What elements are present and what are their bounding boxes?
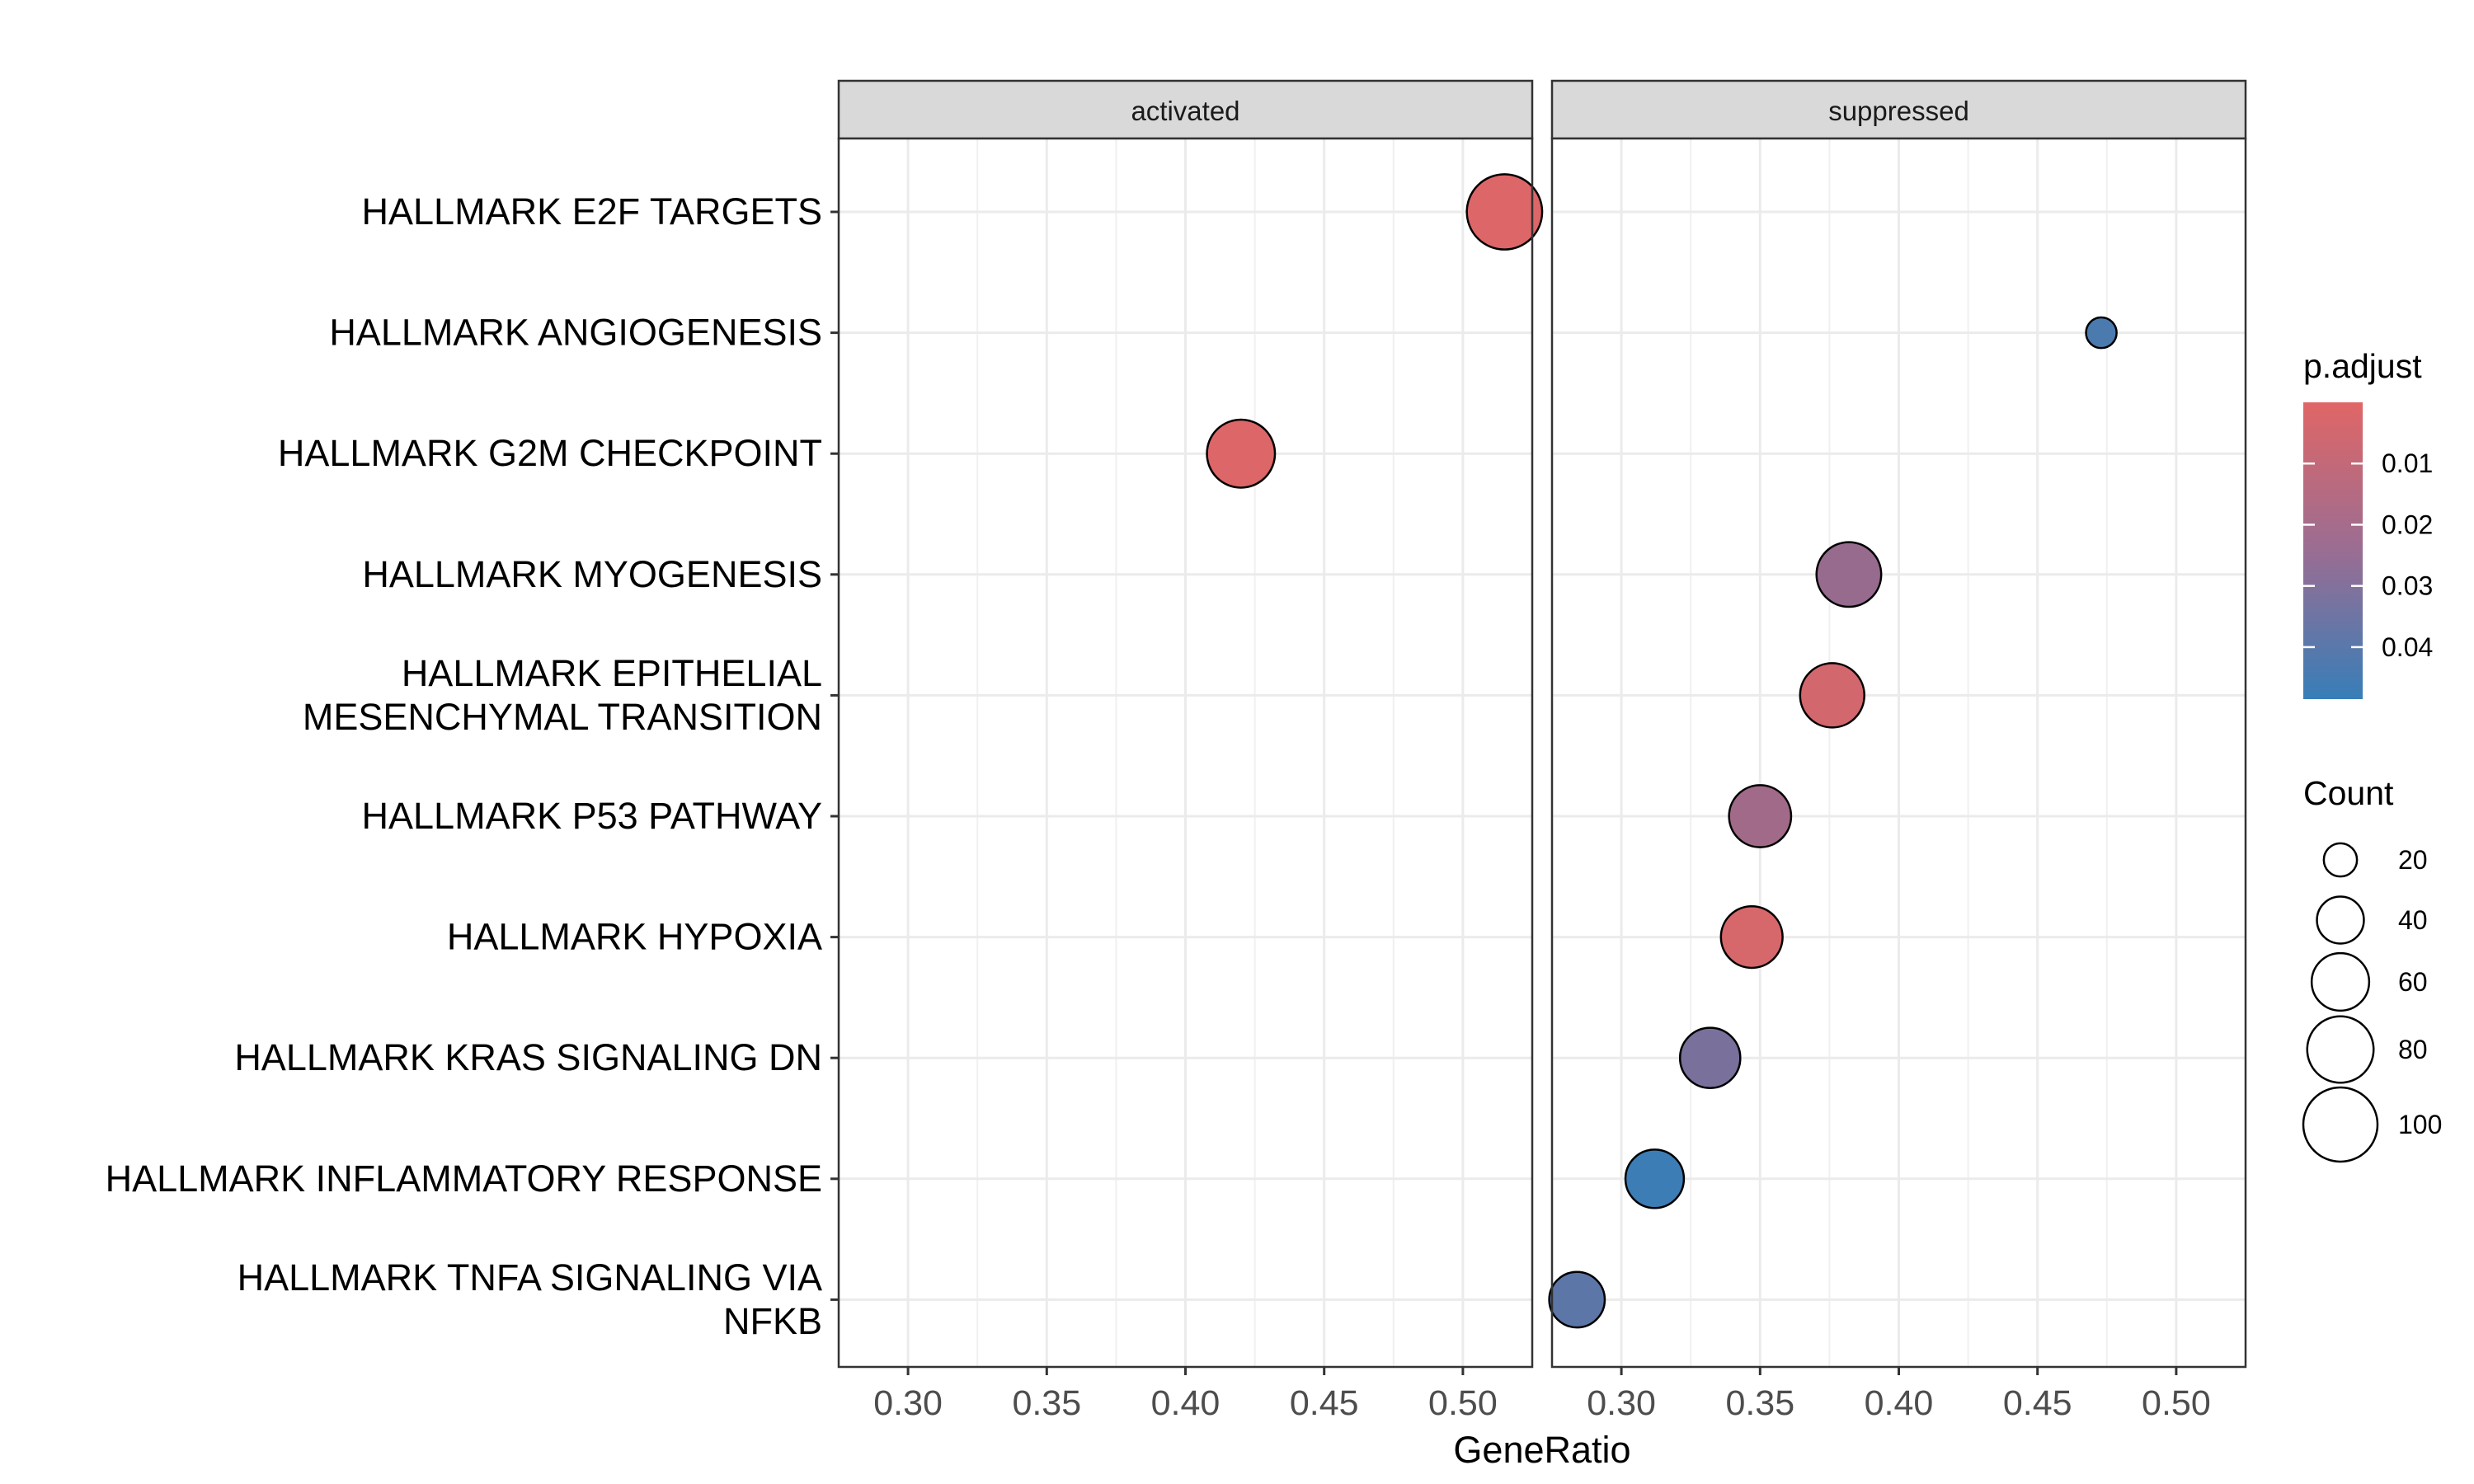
data-point: [1206, 418, 1277, 489]
category-label: HALLMARK KRAS SIGNALING DN: [234, 1036, 822, 1078]
data-point: [1799, 662, 1865, 729]
data-point: [1815, 541, 1883, 608]
category-label: NFKB: [723, 1300, 822, 1342]
y-axis: HALLMARK E2F TARGETS HALLMARK ANGIOGENESI…: [106, 190, 839, 1342]
size-legend-circle: [2306, 1015, 2375, 1084]
size-legend-items: 20 40 60 80 100: [2302, 842, 2442, 1163]
color-legend: p.adjust 0.01 0.02 0.03 0.04: [2303, 347, 2433, 699]
data-point: [1624, 1148, 1686, 1209]
color-legend-bar: [2303, 402, 2363, 699]
facet-strip-label-suppressed: suppressed: [1828, 96, 1969, 126]
category-label: HALLMARK EPITHELIAL: [402, 652, 822, 694]
x-tick-label: 0.50: [1428, 1383, 1498, 1423]
color-legend-label: 0.01: [2382, 448, 2433, 478]
category-label: HALLMARK HYPOXIA: [447, 916, 822, 958]
size-legend-circle: [2302, 1086, 2379, 1163]
size-legend-label: 100: [2398, 1110, 2442, 1139]
category-label: HALLMARK TNFA SIGNALING VIA: [238, 1256, 822, 1298]
grid-lines-activated: [839, 139, 1532, 1367]
x-tick-label: 0.50: [2142, 1383, 2211, 1423]
category-label: MESENCHYMAL TRANSITION: [303, 696, 822, 738]
data-point: [1728, 784, 1793, 848]
size-legend-circle: [2316, 895, 2365, 945]
x-axis: 0.30 0.35 0.40 0.45 0.50 0.30 0.35 0.40 0.45 0.50: [873, 1367, 2211, 1423]
color-legend-label: 0.03: [2382, 571, 2433, 601]
x-tick-label: 0.40: [1865, 1383, 1934, 1423]
size-legend-label: 40: [2398, 905, 2428, 935]
category-label: HALLMARK ANGIOGENESIS: [329, 312, 822, 354]
category-label: HALLMARK MYOGENESIS: [362, 553, 822, 595]
color-legend-label: 0.02: [2382, 510, 2433, 539]
x-tick-label: 0.30: [873, 1383, 943, 1423]
color-legend-ticks: 0.01 0.02 0.03 0.04: [2303, 448, 2433, 662]
color-legend-title: p.adjust: [2303, 347, 2422, 385]
data-point: [1719, 904, 1784, 970]
size-legend-circle: [2322, 842, 2359, 878]
data-point: [1465, 173, 1544, 251]
facet-panel-suppressed: suppressed: [1548, 79, 2247, 1369]
category-label: HALLMARK P53 PATHWAY: [362, 795, 822, 837]
size-legend-label: 60: [2398, 967, 2428, 997]
facet-strip-label-activated: activated: [1131, 96, 1239, 126]
x-tick-label: 0.35: [1012, 1383, 1081, 1423]
points-suppressed: [1548, 316, 2118, 1329]
size-legend: Count 20 40 60 80 100: [2302, 774, 2442, 1163]
grid-lines-suppressed: [1552, 139, 2246, 1367]
category-label: HALLMARK G2M CHECKPOINT: [278, 432, 822, 474]
size-legend-title: Count: [2303, 774, 2394, 812]
x-tick-label: 0.30: [1587, 1383, 1656, 1423]
color-legend-label: 0.04: [2382, 632, 2433, 662]
category-label: HALLMARK E2F TARGETS: [362, 190, 822, 232]
size-legend-label: 80: [2398, 1035, 2428, 1064]
category-label: HALLMARK INFLAMMATORY RESPONSE: [106, 1158, 822, 1200]
x-tick-label: 0.45: [1290, 1383, 1359, 1423]
x-axis-title: GeneRatio: [1453, 1429, 1630, 1471]
x-tick-label: 0.45: [2003, 1383, 2072, 1423]
facet-strip-activated: [837, 79, 1534, 140]
data-point: [1548, 1270, 1606, 1329]
x-tick-label: 0.35: [1725, 1383, 1794, 1423]
size-legend-label: 20: [2398, 845, 2428, 875]
data-point: [1678, 1026, 1742, 1090]
facet-panel-activated: activated: [837, 79, 1544, 1369]
points-activated: [1206, 173, 1544, 489]
data-point: [2085, 316, 2118, 350]
x-tick-label: 0.40: [1151, 1383, 1221, 1423]
size-legend-circle: [2310, 951, 2371, 1012]
